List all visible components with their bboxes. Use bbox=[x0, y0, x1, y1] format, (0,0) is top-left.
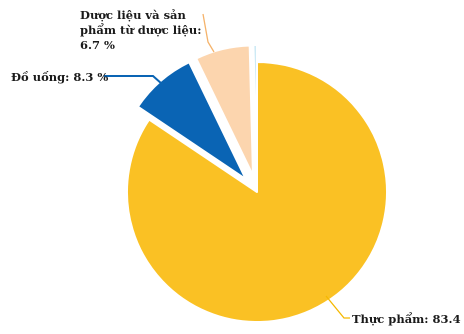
label-duoc-lieu-line-2: phẩm từ dược liệu: bbox=[80, 23, 201, 37]
slices-layer bbox=[126, 44, 388, 323]
leader-line-do-uong bbox=[104, 75, 163, 85]
labels-layer: Dược liệu và sản phẩm từ dược liệu: 6.7 … bbox=[11, 8, 464, 326]
leader-line-thuc-pham bbox=[325, 295, 350, 319]
label-duoc-lieu-line-3: 6.7 % bbox=[80, 38, 115, 52]
label-thuc-pham: Thực phẩm: 83.4 % bbox=[352, 312, 464, 326]
leader-lines-layer bbox=[104, 13, 350, 319]
pie-slice-thuc-pham bbox=[126, 61, 388, 323]
leader-line-duoc-lieu bbox=[202, 13, 215, 53]
pie-slice-other bbox=[252, 44, 258, 177]
label-do-uong: Đồ uống: 8.3 % bbox=[11, 70, 108, 84]
label-duoc-lieu-line-1: Dược liệu và sản bbox=[80, 8, 186, 22]
pie-slice-do-uong bbox=[136, 61, 247, 181]
pie-slice-duoc-lieu bbox=[195, 44, 254, 177]
